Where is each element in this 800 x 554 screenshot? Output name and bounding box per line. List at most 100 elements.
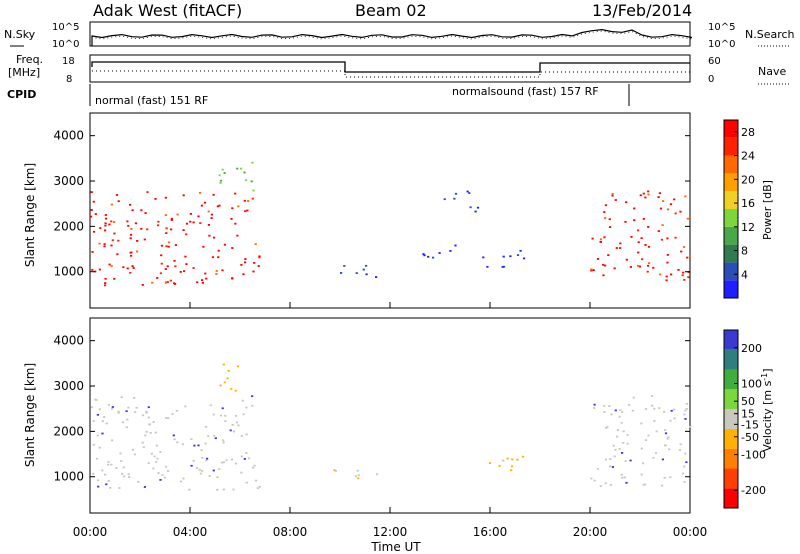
range-time-cell	[193, 444, 196, 447]
range-time-cell	[143, 238, 146, 241]
range-time-cell	[247, 457, 251, 460]
range-time-cell	[658, 192, 661, 195]
range-time-cell	[234, 222, 237, 225]
range-time-cell	[223, 243, 226, 246]
range-time-cell	[343, 265, 346, 267]
range-time-cell	[227, 369, 230, 372]
range-time-cell	[599, 238, 603, 241]
range-time-cell	[173, 259, 176, 262]
range-time-cell	[192, 221, 195, 224]
range-time-cell	[188, 488, 191, 491]
colorbar-segment	[724, 280, 738, 298]
range-time-cell	[156, 277, 159, 279]
range-time-cell	[121, 473, 124, 475]
velocity-colorbar-label-text: Velocity [m s	[761, 380, 774, 451]
range-time-cell	[127, 406, 130, 409]
range-time-cell	[219, 384, 222, 387]
range-time-cell	[683, 246, 686, 248]
range-time-cell	[159, 451, 162, 453]
range-time-cell	[665, 279, 668, 282]
colorbar-segment	[724, 120, 738, 138]
range-time-cell	[164, 268, 167, 270]
range-time-cell	[104, 214, 107, 216]
ytick-label: 2000	[53, 219, 84, 233]
range-time-cell	[107, 463, 110, 466]
range-time-cell	[192, 267, 195, 269]
range-time-cell	[488, 462, 492, 464]
range-time-cell	[606, 426, 609, 428]
range-time-cell	[596, 258, 600, 260]
range-time-cell	[153, 455, 156, 458]
range-time-cell	[103, 284, 107, 287]
range-time-cell	[519, 249, 522, 252]
range-time-cell	[599, 485, 602, 487]
range-time-cell	[216, 488, 219, 491]
range-time-cell	[660, 238, 664, 241]
range-time-cell	[673, 417, 676, 420]
range-time-cell	[681, 472, 685, 475]
range-time-cell	[590, 268, 593, 271]
range-time-cell	[164, 465, 168, 468]
range-time-cell	[438, 252, 441, 254]
range-time-cell	[244, 210, 247, 213]
range-time-cell	[651, 404, 654, 407]
range-time-cell	[375, 473, 379, 476]
range-time-cell	[195, 467, 199, 469]
range-time-cell	[231, 247, 234, 249]
freq-label-line2: [MHz]	[8, 66, 40, 79]
range-time-cell	[126, 418, 129, 421]
range-time-cell	[651, 395, 654, 397]
range-time-cell	[129, 203, 132, 206]
beam-title: Beam 02	[355, 1, 427, 20]
range-time-cell	[628, 404, 631, 406]
velocity-colorbar-label: Velocity [m s-1]	[760, 368, 774, 451]
range-time-cell	[140, 227, 143, 230]
range-time-cell	[92, 472, 95, 475]
range-time-cell	[149, 431, 152, 434]
range-time-cell	[198, 468, 201, 471]
range-time-cell	[510, 469, 513, 472]
colorbar-segment	[724, 369, 738, 390]
range-time-cell	[647, 245, 651, 248]
range-time-cell	[157, 224, 160, 227]
range-time-cell	[206, 457, 209, 460]
range-time-cell	[502, 459, 505, 462]
range-time-cell	[165, 227, 168, 230]
range-time-cell	[150, 452, 153, 455]
range-time-cell	[604, 217, 607, 219]
range-time-cell	[201, 457, 204, 459]
range-time-cell	[184, 255, 187, 258]
range-time-cell	[334, 470, 337, 472]
range-time-cell	[619, 242, 622, 245]
range-time-cell	[179, 480, 182, 483]
range-time-cell	[221, 168, 224, 171]
range-time-cell	[604, 458, 607, 461]
range-time-cell	[90, 406, 93, 409]
range-time-cell	[213, 236, 216, 239]
range-time-cell	[652, 456, 655, 459]
range-time-cell	[147, 416, 150, 419]
range-time-cell	[243, 199, 246, 202]
range-time-cell	[679, 443, 682, 446]
range-time-cell	[144, 434, 147, 437]
range-time-cell	[98, 408, 101, 411]
range-time-cell	[110, 203, 113, 206]
range-time-cell	[201, 281, 204, 284]
range-time-cell	[423, 254, 426, 257]
range-time-cell	[670, 273, 673, 276]
range-time-cell	[160, 244, 164, 247]
range-time-cell	[453, 197, 456, 200]
range-time-cell	[684, 418, 687, 420]
range-time-cell	[96, 434, 99, 437]
range-time-cell	[222, 488, 225, 491]
range-time-cell	[502, 255, 505, 258]
range-time-cell	[670, 409, 673, 412]
range-time-cell	[196, 281, 199, 284]
range-time-cell	[674, 236, 677, 239]
range-time-cell	[120, 396, 123, 399]
range-time-cell	[252, 466, 255, 469]
range-time-cell	[217, 249, 220, 252]
range-time-cell	[143, 486, 146, 488]
colorbar-tick-label: -50	[741, 431, 759, 444]
